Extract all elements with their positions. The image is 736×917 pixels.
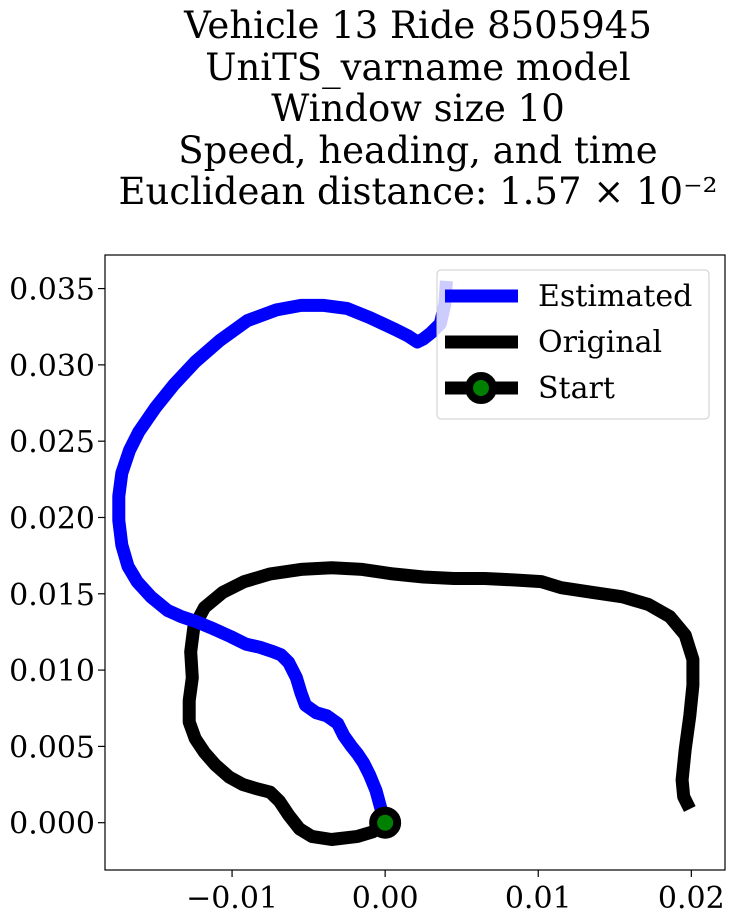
y-tick-label: 0.000 [9,807,95,842]
legend-label-start: Start [538,371,615,406]
chart-title: Vehicle 13 Ride 8505945 UniTS_varname mo… [119,4,718,213]
y-tick-label: 0.035 [9,273,95,308]
series-line-estimated [112,280,453,825]
legend-swatch-start-marker [465,372,497,404]
y-tick-label: 0.005 [9,730,95,765]
chart-title-line-3: Window size 10 [271,87,565,130]
chart-title-line-5: Euclidean distance: 1.57 × 10⁻² [119,170,718,213]
plot-area-frame [104,254,726,871]
x-tick-label: −0.01 [186,881,278,916]
start-marker [369,806,402,839]
y-tick-label: 0.010 [9,654,95,689]
chart-title-line-4: Speed, heading, and time [178,129,657,172]
x-tick-label: 0.02 [658,881,725,916]
legend: Estimated Original Start [436,269,710,420]
series-line-original [182,561,700,846]
x-axis: −0.01 0.00 0.01 0.02 [186,870,725,916]
y-tick-label: 0.015 [9,578,95,613]
legend-label-estimated: Estimated [538,279,692,314]
marker-layer [369,806,402,839]
y-axis: 0.000 0.005 0.010 0.015 0.020 0.025 0.030 0.035 [9,273,105,842]
x-tick-label: 0.00 [352,881,419,916]
x-tick-label: 0.01 [505,881,572,916]
legend-label-original: Original [538,325,662,360]
y-tick-label: 0.020 [9,501,95,536]
series-layer [112,280,700,846]
y-tick-label: 0.025 [9,425,95,460]
y-tick-label: 0.030 [9,349,95,384]
chart-title-line-1: Vehicle 13 Ride 8505945 [183,4,652,47]
chart-title-line-2: UniTS_varname model [205,46,630,90]
